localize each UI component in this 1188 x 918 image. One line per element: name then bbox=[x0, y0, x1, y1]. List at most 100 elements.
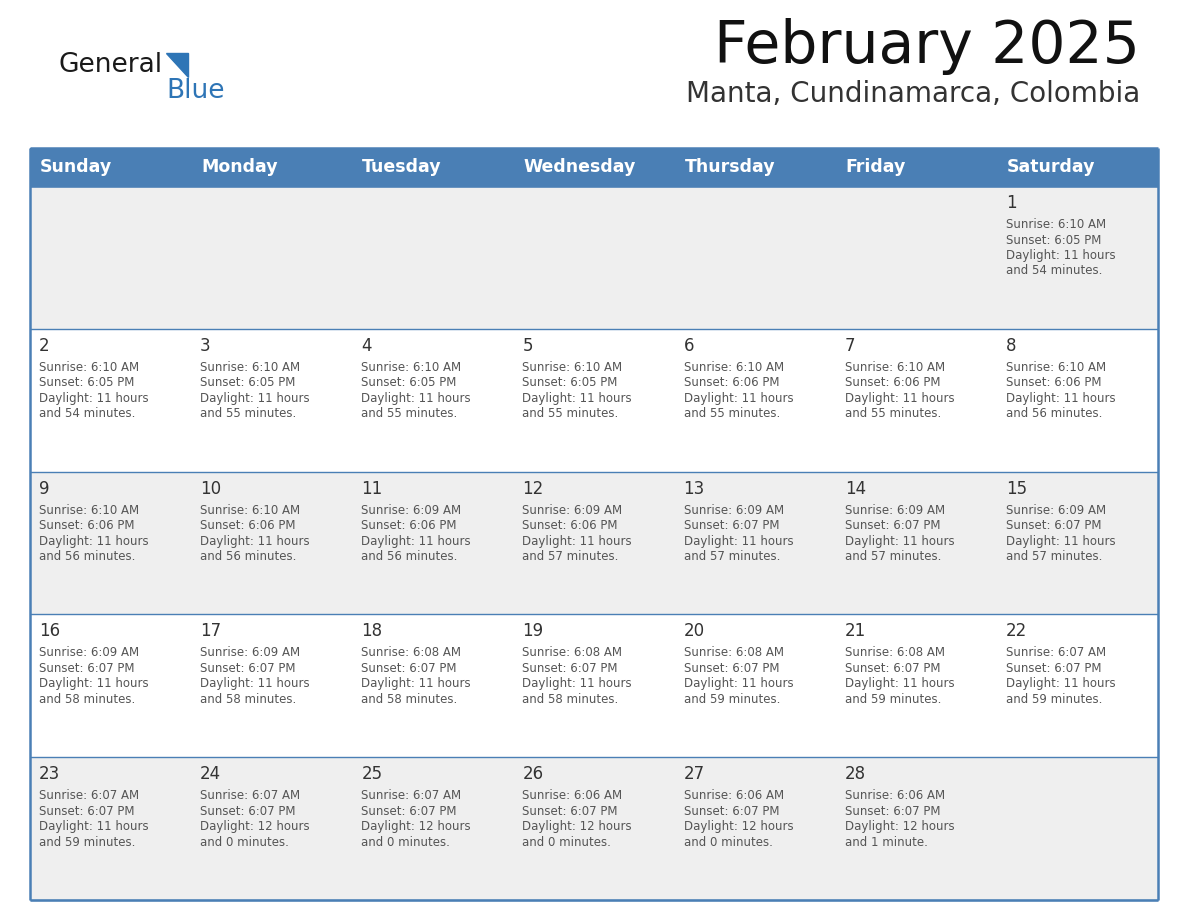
Text: Daylight: 11 hours: Daylight: 11 hours bbox=[845, 534, 954, 548]
Text: Daylight: 12 hours: Daylight: 12 hours bbox=[361, 820, 470, 834]
Text: 20: 20 bbox=[683, 622, 704, 641]
Text: Daylight: 11 hours: Daylight: 11 hours bbox=[683, 677, 794, 690]
Text: Sunrise: 6:07 AM: Sunrise: 6:07 AM bbox=[200, 789, 301, 802]
Text: Sunset: 6:07 PM: Sunset: 6:07 PM bbox=[845, 662, 940, 675]
Text: Sunrise: 6:10 AM: Sunrise: 6:10 AM bbox=[200, 361, 301, 374]
Text: 24: 24 bbox=[200, 766, 221, 783]
Text: Daylight: 11 hours: Daylight: 11 hours bbox=[39, 392, 148, 405]
Text: Sunset: 6:06 PM: Sunset: 6:06 PM bbox=[39, 519, 134, 532]
Text: Daylight: 11 hours: Daylight: 11 hours bbox=[1006, 249, 1116, 262]
Text: Thursday: Thursday bbox=[684, 158, 776, 176]
Text: 26: 26 bbox=[523, 766, 544, 783]
Text: Sunrise: 6:06 AM: Sunrise: 6:06 AM bbox=[523, 789, 623, 802]
Text: Manta, Cundinamarca, Colombia: Manta, Cundinamarca, Colombia bbox=[685, 80, 1140, 108]
Bar bbox=[30, 614, 1158, 757]
Text: 14: 14 bbox=[845, 479, 866, 498]
Text: Daylight: 11 hours: Daylight: 11 hours bbox=[200, 534, 310, 548]
Text: Sunset: 6:07 PM: Sunset: 6:07 PM bbox=[683, 805, 779, 818]
Text: Sunrise: 6:08 AM: Sunrise: 6:08 AM bbox=[361, 646, 461, 659]
Text: Daylight: 12 hours: Daylight: 12 hours bbox=[523, 820, 632, 834]
Text: Daylight: 12 hours: Daylight: 12 hours bbox=[845, 820, 954, 834]
Text: and 1 minute.: and 1 minute. bbox=[845, 835, 928, 849]
Text: Saturday: Saturday bbox=[1007, 158, 1095, 176]
Text: Daylight: 11 hours: Daylight: 11 hours bbox=[361, 392, 470, 405]
Text: Daylight: 11 hours: Daylight: 11 hours bbox=[39, 534, 148, 548]
Text: Sunset: 6:06 PM: Sunset: 6:06 PM bbox=[845, 376, 940, 389]
Text: Sunset: 6:05 PM: Sunset: 6:05 PM bbox=[523, 376, 618, 389]
Text: Daylight: 11 hours: Daylight: 11 hours bbox=[845, 677, 954, 690]
Text: Sunrise: 6:10 AM: Sunrise: 6:10 AM bbox=[361, 361, 461, 374]
Text: and 56 minutes.: and 56 minutes. bbox=[39, 550, 135, 563]
Text: 8: 8 bbox=[1006, 337, 1017, 354]
Text: Sunrise: 6:07 AM: Sunrise: 6:07 AM bbox=[361, 789, 461, 802]
Text: 16: 16 bbox=[39, 622, 61, 641]
Text: and 0 minutes.: and 0 minutes. bbox=[523, 835, 612, 849]
Text: and 57 minutes.: and 57 minutes. bbox=[523, 550, 619, 563]
Text: and 0 minutes.: and 0 minutes. bbox=[361, 835, 450, 849]
Text: Tuesday: Tuesday bbox=[362, 158, 442, 176]
Text: and 54 minutes.: and 54 minutes. bbox=[1006, 264, 1102, 277]
Text: Sunset: 6:07 PM: Sunset: 6:07 PM bbox=[683, 662, 779, 675]
Text: Sunset: 6:06 PM: Sunset: 6:06 PM bbox=[1006, 376, 1101, 389]
Text: Sunrise: 6:08 AM: Sunrise: 6:08 AM bbox=[845, 646, 944, 659]
Text: and 58 minutes.: and 58 minutes. bbox=[361, 693, 457, 706]
Text: and 57 minutes.: and 57 minutes. bbox=[1006, 550, 1102, 563]
Text: Sunrise: 6:10 AM: Sunrise: 6:10 AM bbox=[1006, 361, 1106, 374]
Text: Sunset: 6:07 PM: Sunset: 6:07 PM bbox=[200, 805, 296, 818]
Text: and 55 minutes.: and 55 minutes. bbox=[200, 408, 296, 420]
Text: Daylight: 11 hours: Daylight: 11 hours bbox=[39, 820, 148, 834]
Text: 25: 25 bbox=[361, 766, 383, 783]
Text: and 54 minutes.: and 54 minutes. bbox=[39, 408, 135, 420]
Text: Sunset: 6:06 PM: Sunset: 6:06 PM bbox=[361, 519, 456, 532]
Text: Sunrise: 6:09 AM: Sunrise: 6:09 AM bbox=[200, 646, 301, 659]
Text: Sunset: 6:07 PM: Sunset: 6:07 PM bbox=[361, 662, 456, 675]
Text: Daylight: 11 hours: Daylight: 11 hours bbox=[523, 392, 632, 405]
Text: Sunset: 6:07 PM: Sunset: 6:07 PM bbox=[683, 519, 779, 532]
Text: 5: 5 bbox=[523, 337, 533, 354]
Text: Daylight: 12 hours: Daylight: 12 hours bbox=[683, 820, 794, 834]
Text: Daylight: 11 hours: Daylight: 11 hours bbox=[683, 392, 794, 405]
Text: Sunrise: 6:08 AM: Sunrise: 6:08 AM bbox=[523, 646, 623, 659]
Text: Sunset: 6:07 PM: Sunset: 6:07 PM bbox=[523, 662, 618, 675]
Text: Sunrise: 6:10 AM: Sunrise: 6:10 AM bbox=[523, 361, 623, 374]
Text: and 59 minutes.: and 59 minutes. bbox=[1006, 693, 1102, 706]
Text: and 0 minutes.: and 0 minutes. bbox=[683, 835, 772, 849]
Text: Daylight: 11 hours: Daylight: 11 hours bbox=[361, 534, 470, 548]
Bar bbox=[30, 148, 191, 186]
Text: Sunset: 6:06 PM: Sunset: 6:06 PM bbox=[523, 519, 618, 532]
Text: Sunset: 6:05 PM: Sunset: 6:05 PM bbox=[200, 376, 296, 389]
Text: and 57 minutes.: and 57 minutes. bbox=[683, 550, 781, 563]
Text: Sunrise: 6:09 AM: Sunrise: 6:09 AM bbox=[845, 504, 944, 517]
Polygon shape bbox=[166, 53, 188, 77]
Text: and 58 minutes.: and 58 minutes. bbox=[39, 693, 135, 706]
Text: 7: 7 bbox=[845, 337, 855, 354]
Text: and 56 minutes.: and 56 minutes. bbox=[361, 550, 457, 563]
Text: Sunrise: 6:10 AM: Sunrise: 6:10 AM bbox=[200, 504, 301, 517]
Bar bbox=[835, 148, 997, 186]
Text: Sunrise: 6:06 AM: Sunrise: 6:06 AM bbox=[845, 789, 944, 802]
Text: General: General bbox=[58, 52, 162, 78]
Text: Sunrise: 6:10 AM: Sunrise: 6:10 AM bbox=[1006, 218, 1106, 231]
Text: Sunset: 6:07 PM: Sunset: 6:07 PM bbox=[523, 805, 618, 818]
Text: Daylight: 11 hours: Daylight: 11 hours bbox=[1006, 534, 1116, 548]
Text: 12: 12 bbox=[523, 479, 544, 498]
Text: 11: 11 bbox=[361, 479, 383, 498]
Text: Sunrise: 6:09 AM: Sunrise: 6:09 AM bbox=[683, 504, 784, 517]
Text: Daylight: 11 hours: Daylight: 11 hours bbox=[361, 677, 470, 690]
Text: Daylight: 11 hours: Daylight: 11 hours bbox=[200, 677, 310, 690]
Text: Sunrise: 6:09 AM: Sunrise: 6:09 AM bbox=[1006, 504, 1106, 517]
Text: Sunrise: 6:08 AM: Sunrise: 6:08 AM bbox=[683, 646, 784, 659]
Text: 23: 23 bbox=[39, 766, 61, 783]
Text: 3: 3 bbox=[200, 337, 210, 354]
Text: Sunday: Sunday bbox=[40, 158, 112, 176]
Text: 15: 15 bbox=[1006, 479, 1026, 498]
Text: Sunrise: 6:10 AM: Sunrise: 6:10 AM bbox=[845, 361, 944, 374]
Bar bbox=[30, 186, 1158, 329]
Text: and 56 minutes.: and 56 minutes. bbox=[200, 550, 297, 563]
Text: Daylight: 11 hours: Daylight: 11 hours bbox=[845, 392, 954, 405]
Text: Sunrise: 6:07 AM: Sunrise: 6:07 AM bbox=[1006, 646, 1106, 659]
Text: and 55 minutes.: and 55 minutes. bbox=[845, 408, 941, 420]
Text: Daylight: 11 hours: Daylight: 11 hours bbox=[200, 392, 310, 405]
Text: and 59 minutes.: and 59 minutes. bbox=[683, 693, 781, 706]
Text: and 57 minutes.: and 57 minutes. bbox=[845, 550, 941, 563]
